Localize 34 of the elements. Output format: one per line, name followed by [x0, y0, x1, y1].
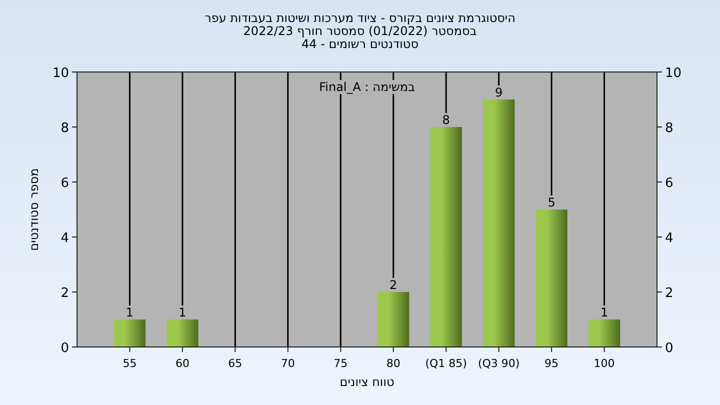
y-tick-label: 4: [60, 231, 69, 246]
y2-tick-label: 8: [665, 121, 674, 136]
chart-title: היסטוגרמת ציונים בקורס - ציוד מערכות ושיטות בעבודות עפר: [204, 11, 516, 25]
x-tick-label: (Q1 85): [425, 357, 467, 370]
data-label: 8: [442, 113, 450, 127]
data-label: 9: [495, 86, 503, 100]
x-tick-label: 80: [386, 357, 400, 370]
y-tick-label: 2: [60, 286, 69, 301]
data-label: 5: [548, 196, 556, 210]
y-tick-label: 10: [52, 66, 69, 81]
y2-tick-label: 6: [665, 176, 674, 191]
y2-tick-label: 4: [665, 231, 674, 246]
annotation: במשימה : Final_A: [319, 80, 415, 94]
x-tick-label: (Q3 90): [478, 357, 520, 370]
x-tick-label: 95: [544, 357, 559, 370]
data-label: 1: [126, 306, 134, 320]
y2-tick-label: 10: [665, 66, 682, 81]
x-tick-label: 60: [175, 357, 190, 370]
chart-subtitle: בסמסטר (01/2022) סמסטר חורף 2022/23 סטודנטים רשומים - 44: [243, 24, 477, 51]
y2-tick-label: 2: [665, 286, 674, 301]
y-tick-label: 0: [60, 341, 69, 356]
x-axis-title: טווח ציונים: [340, 375, 394, 389]
x-tick-label: 100: [594, 357, 615, 370]
data-label: 1: [600, 306, 608, 320]
x-tick-label: 55: [122, 357, 137, 370]
data-label: 1: [178, 306, 186, 320]
x-tick-label: 65: [228, 357, 242, 370]
y2-tick-label: 0: [665, 341, 674, 356]
y-tick-label: 8: [60, 121, 69, 136]
data-label: 2: [390, 278, 398, 292]
x-tick-label: 70: [280, 357, 295, 370]
y-axis-title: מספר סטודנטים: [27, 168, 41, 251]
y-tick-label: 6: [60, 176, 69, 191]
x-tick-label: 75: [334, 357, 348, 370]
